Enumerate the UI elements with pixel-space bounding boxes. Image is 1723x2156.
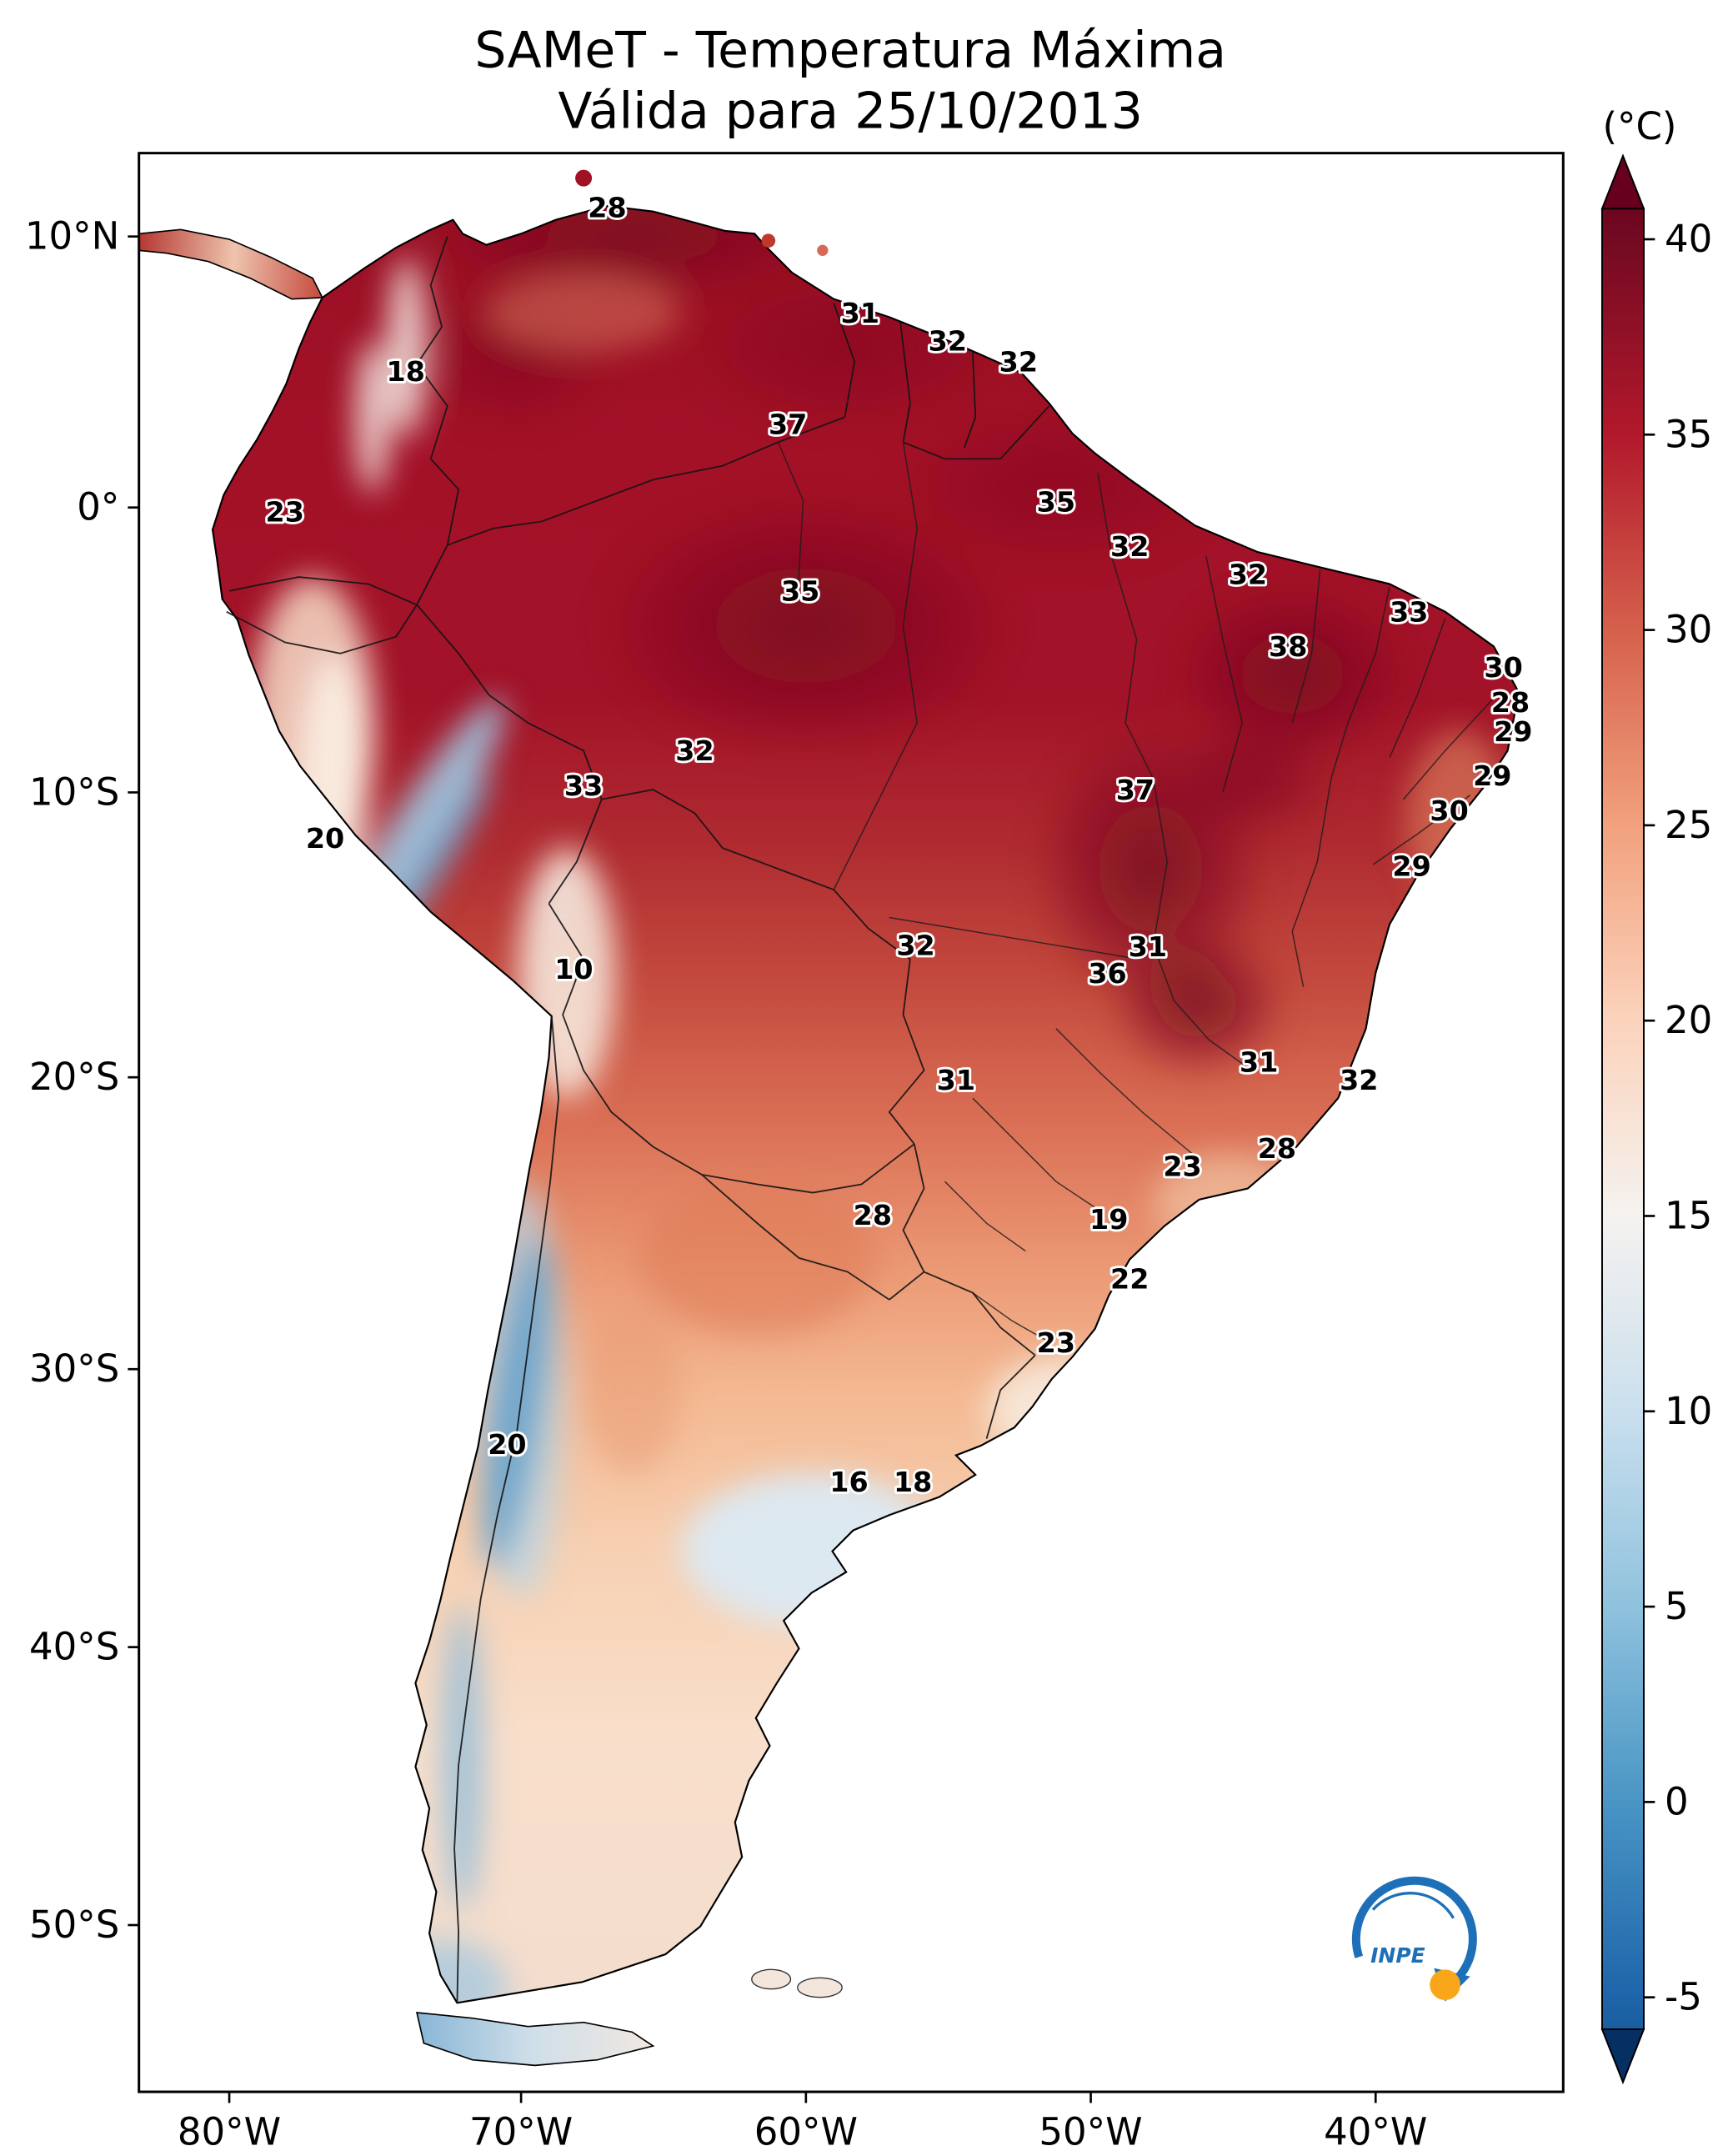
lat-tick-label: 20°S [29,1055,119,1099]
station-temperature-label: 29 [1392,850,1430,882]
station-temperature-label: 10 [554,953,593,985]
station-temperature-label: 29 [1494,715,1532,748]
station-temperature-label: 28 [588,191,626,223]
station-temperature-label: 18 [387,355,425,388]
station-temperature-label: 35 [1037,486,1075,519]
lat-tick-label: 10°S [29,770,119,814]
station-temperature-label: 36 [1088,957,1126,990]
station-temperature-label: 30 [1430,795,1468,827]
station-temperature-label: 31 [841,297,879,329]
station-temperature-label: 33 [1390,595,1428,628]
inpe-logo-text: INPE [1370,1943,1425,1968]
lat-tick-label: 30°S [29,1346,119,1391]
station-temperature-label: 23 [266,495,304,528]
station-temperature-label: 31 [937,1064,975,1096]
station-temperature-label: 23 [1037,1326,1075,1359]
inpe-logo-swoosh [1351,1876,1477,1988]
tierra-del-fuego [416,2012,655,2067]
colorbar-top-arrow [1600,153,1645,210]
station-temperature-label: 32 [1110,530,1149,563]
inpe-logo-orbit [1371,1892,1455,1919]
colorbar-tick-label: 0 [1665,1779,1689,1823]
station-temperature-label: 33 [564,770,603,802]
colorbar-tick-label: 15 [1665,1193,1712,1237]
lon-tick-label: 80°W [178,2109,281,2153]
station-temperature-label: 37 [769,408,807,440]
lon-tick-label: 60°W [754,2109,858,2153]
station-temperature-label: 22 [1110,1263,1149,1296]
station-temperature-label: 20 [488,1428,526,1461]
station-temperature-label: 28 [1491,686,1530,719]
inpe-logo-sun [1430,1969,1460,2001]
station-temperature-label: 32 [999,345,1038,378]
map-title-line1: SAMeT - Temperatura Máxima [474,21,1226,79]
station-temperature-label: 19 [1089,1203,1128,1236]
colorbar: (°C) 40 35 30 25 20 15 10 5 0 -5 [1600,104,1712,2085]
map-title-line2: Válida para 25/10/2013 [558,83,1143,141]
station-temperature-label: 31 [1129,930,1167,963]
station-temperature-label: 18 [894,1466,932,1498]
colorbar-tick-label: 10 [1665,1389,1712,1433]
station-temperature-label: 35 [781,574,819,607]
lat-tick-label: 0° [77,485,119,529]
station-temperature-label: 28 [854,1199,892,1231]
lon-tick-label: 70°W [469,2109,573,2153]
station-temperature-label: 28 [1258,1132,1296,1165]
lat-tick-label: 40°S [29,1625,119,1669]
station-temperature-label: 32 [675,735,714,767]
colorbar-unit-label: (°C) [1602,104,1676,148]
falkland-island-east [797,1977,843,1998]
station-temperature-label: 29 [1473,760,1511,792]
colorbar-bottom-arrow [1600,2028,1645,2085]
station-temperature-label: 16 [829,1466,868,1498]
station-temperature-label: 38 [1269,630,1307,663]
central-america-strip [138,228,324,300]
country-borders [226,236,1050,2003]
station-temperature-label: 31 [1240,1045,1278,1078]
colorbar-tick-label: 25 [1665,803,1712,847]
colorbar-tick-label: 20 [1665,998,1712,1042]
colorbar-tick-label: 35 [1665,412,1712,456]
colorbar-tick-label: 40 [1665,217,1712,261]
caribbean-island [761,233,776,248]
station-temperature-label: 32 [1229,558,1267,590]
station-temperature-label: 32 [1340,1064,1378,1096]
falkland-island-west [751,1968,792,1990]
colorbar-tick-label: 5 [1665,1584,1689,1628]
station-temperature-label: 30 [1484,651,1522,684]
lat-tick-label: 10°N [25,214,119,258]
state-borders [777,442,1497,1344]
south-america-coastline [211,204,1520,2004]
station-temperature-label: 32 [929,324,967,357]
caribbean-island [817,244,829,257]
colorbar-ticks: 40 35 30 25 20 15 10 5 0 -5 [1643,217,1712,2019]
lat-tick-label: 50°S [29,1903,119,1947]
station-temperature-label: 37 [1116,774,1155,806]
colorbar-tick-label: -5 [1665,1975,1702,2019]
colorbar-tick-label: 30 [1665,608,1712,652]
caribbean-island [575,169,593,187]
station-temperature-label: 20 [306,822,344,855]
station-temperature-label: 23 [1163,1151,1201,1183]
inpe-logo: INPE [1351,1876,1477,2002]
colorbar-gradient [1600,208,1645,2031]
axis-tick-labels: 10°N 0° 10°S 20°S 30°S 40°S 50°S 80°W 70°W 60°W 50… [25,214,1427,2154]
plot-frame [138,152,1565,2093]
lon-tick-label: 40°W [1324,2109,1427,2153]
station-temperature-label: 32 [896,929,934,961]
lon-tick-label: 50°W [1039,2109,1142,2153]
